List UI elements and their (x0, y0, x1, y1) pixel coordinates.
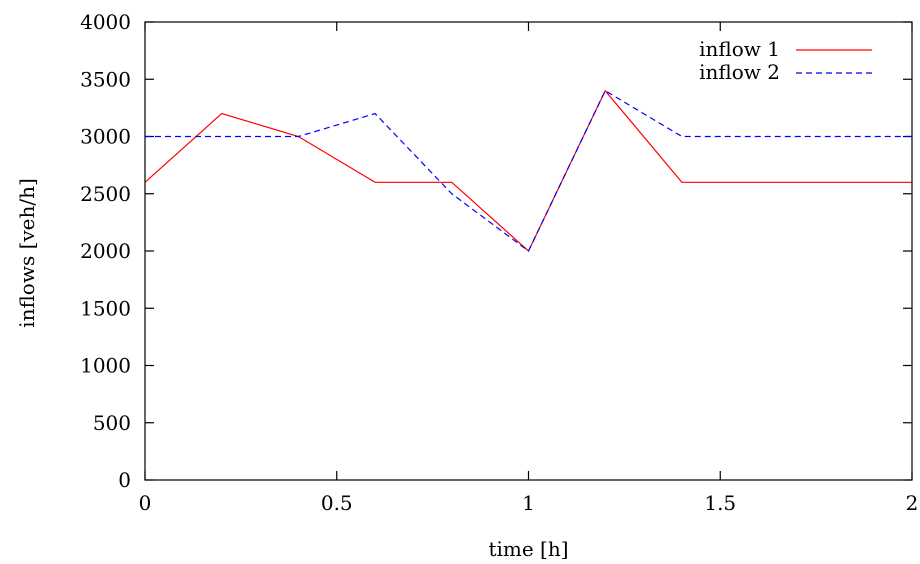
series-line-2 (145, 89, 912, 252)
x-tick-label: 1.5 (704, 491, 736, 515)
y-tick-label: 2000 (80, 239, 131, 263)
x-tick-label: 0.5 (321, 491, 353, 515)
y-tick-label: 1000 (80, 354, 131, 378)
legend-label-1: inflow 1 (699, 37, 780, 61)
series-layer (144, 89, 912, 252)
y-axis-title: inflows [veh/h] (15, 178, 39, 328)
y-tick-label: 3500 (80, 67, 131, 91)
y-tick-label: 0 (118, 468, 131, 492)
x-axis-title: time [h] (488, 537, 568, 561)
y-tick-label: 3000 (80, 125, 131, 149)
ticks-layer: 0 500 1000 1500 2000 2500 3000 3500 4000 0 0.5 1 1.5… (80, 10, 918, 515)
x-tick-label: 0 (139, 491, 152, 515)
legend-label-2: inflow 2 (699, 60, 780, 84)
y-tick-label: 500 (93, 411, 131, 435)
y-tick-label: 1500 (80, 296, 131, 320)
plot-frame (144, 21, 913, 481)
x-tick-label: 2 (906, 491, 919, 515)
y-tick-label: 4000 (80, 10, 131, 34)
series-line-1 (144, 89, 912, 252)
y-tick-label: 2500 (80, 182, 131, 206)
x-tick-label: 1 (522, 491, 535, 515)
